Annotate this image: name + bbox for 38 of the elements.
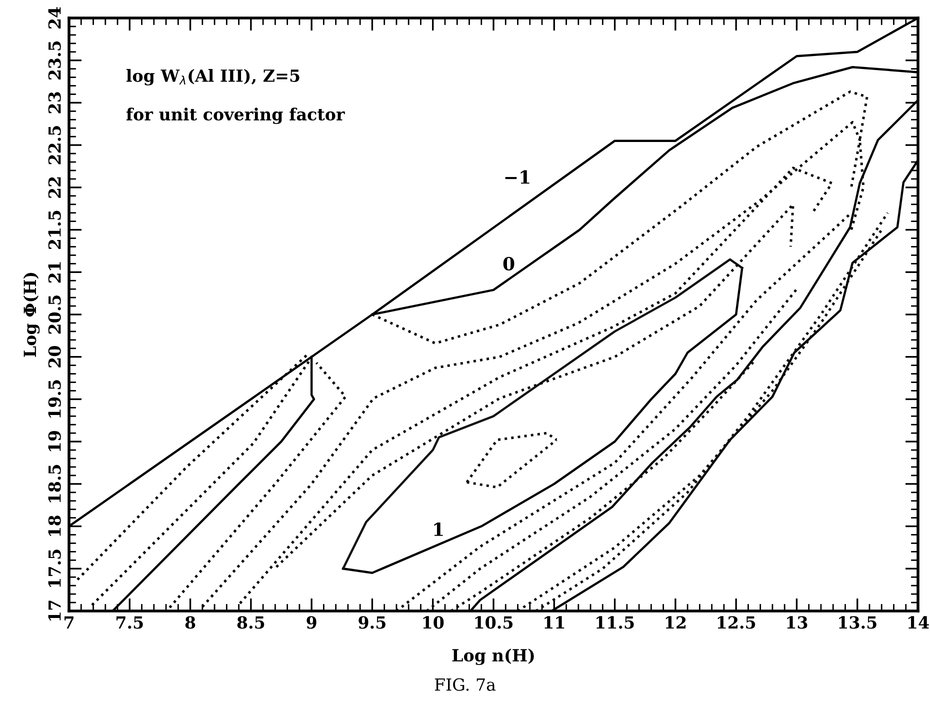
x-tick-label: 8.5: [237, 616, 264, 629]
y-tick-label: 23.5: [48, 41, 61, 80]
y-tick-label: 22.5: [48, 126, 61, 164]
annotation: log W$_{λ}$(Al III), Z=5: [126, 69, 300, 86]
x-tick-label: 13: [787, 616, 808, 629]
y-tick-label: 17: [48, 600, 61, 621]
y-tick-label: 19.5: [48, 380, 61, 418]
x-tick-label: 10: [423, 616, 444, 629]
x-tick-label: 12.5: [718, 616, 756, 629]
y-tick-label: 21: [48, 262, 61, 283]
y-axis-title: Log Φ(H): [23, 272, 40, 357]
x-tick-label: 9.5: [358, 616, 386, 629]
y-tick-label: 20: [48, 346, 61, 368]
x-axis-title: Log n(H): [452, 648, 534, 666]
x-tick-label: 8: [185, 616, 196, 629]
x-tick-label: 7.5: [116, 616, 143, 629]
y-tick-label: 24: [48, 7, 61, 28]
x-tick-label: 12: [666, 616, 686, 629]
x-tick-label: 13.5: [839, 616, 876, 629]
y-tick-label: 22: [48, 177, 61, 198]
y-tick-label: 17.5: [48, 550, 61, 587]
x-tick-label: 11: [544, 616, 564, 629]
y-tick-label: 20.5: [48, 295, 61, 334]
x-tick-label: 14: [908, 616, 929, 629]
y-tick-label: 21.5: [48, 210, 61, 249]
y-tick-label: 19: [48, 431, 61, 452]
x-tick-label: 7: [64, 616, 74, 629]
annotation: for unit covering factor: [126, 108, 345, 124]
x-tick-label: 11.5: [596, 616, 634, 629]
y-tick-label: 18.5: [48, 464, 61, 502]
caption: FIG. 7a: [434, 678, 496, 691]
y-tick-label: 23: [48, 92, 61, 114]
x-tick-label: 10.5: [475, 616, 513, 629]
annotation: −1: [505, 170, 530, 184]
y-tick-label: 18: [48, 516, 61, 536]
annotation: 1: [434, 522, 443, 536]
x-tick-label: 9: [306, 616, 316, 629]
annotation: 0: [503, 256, 514, 271]
